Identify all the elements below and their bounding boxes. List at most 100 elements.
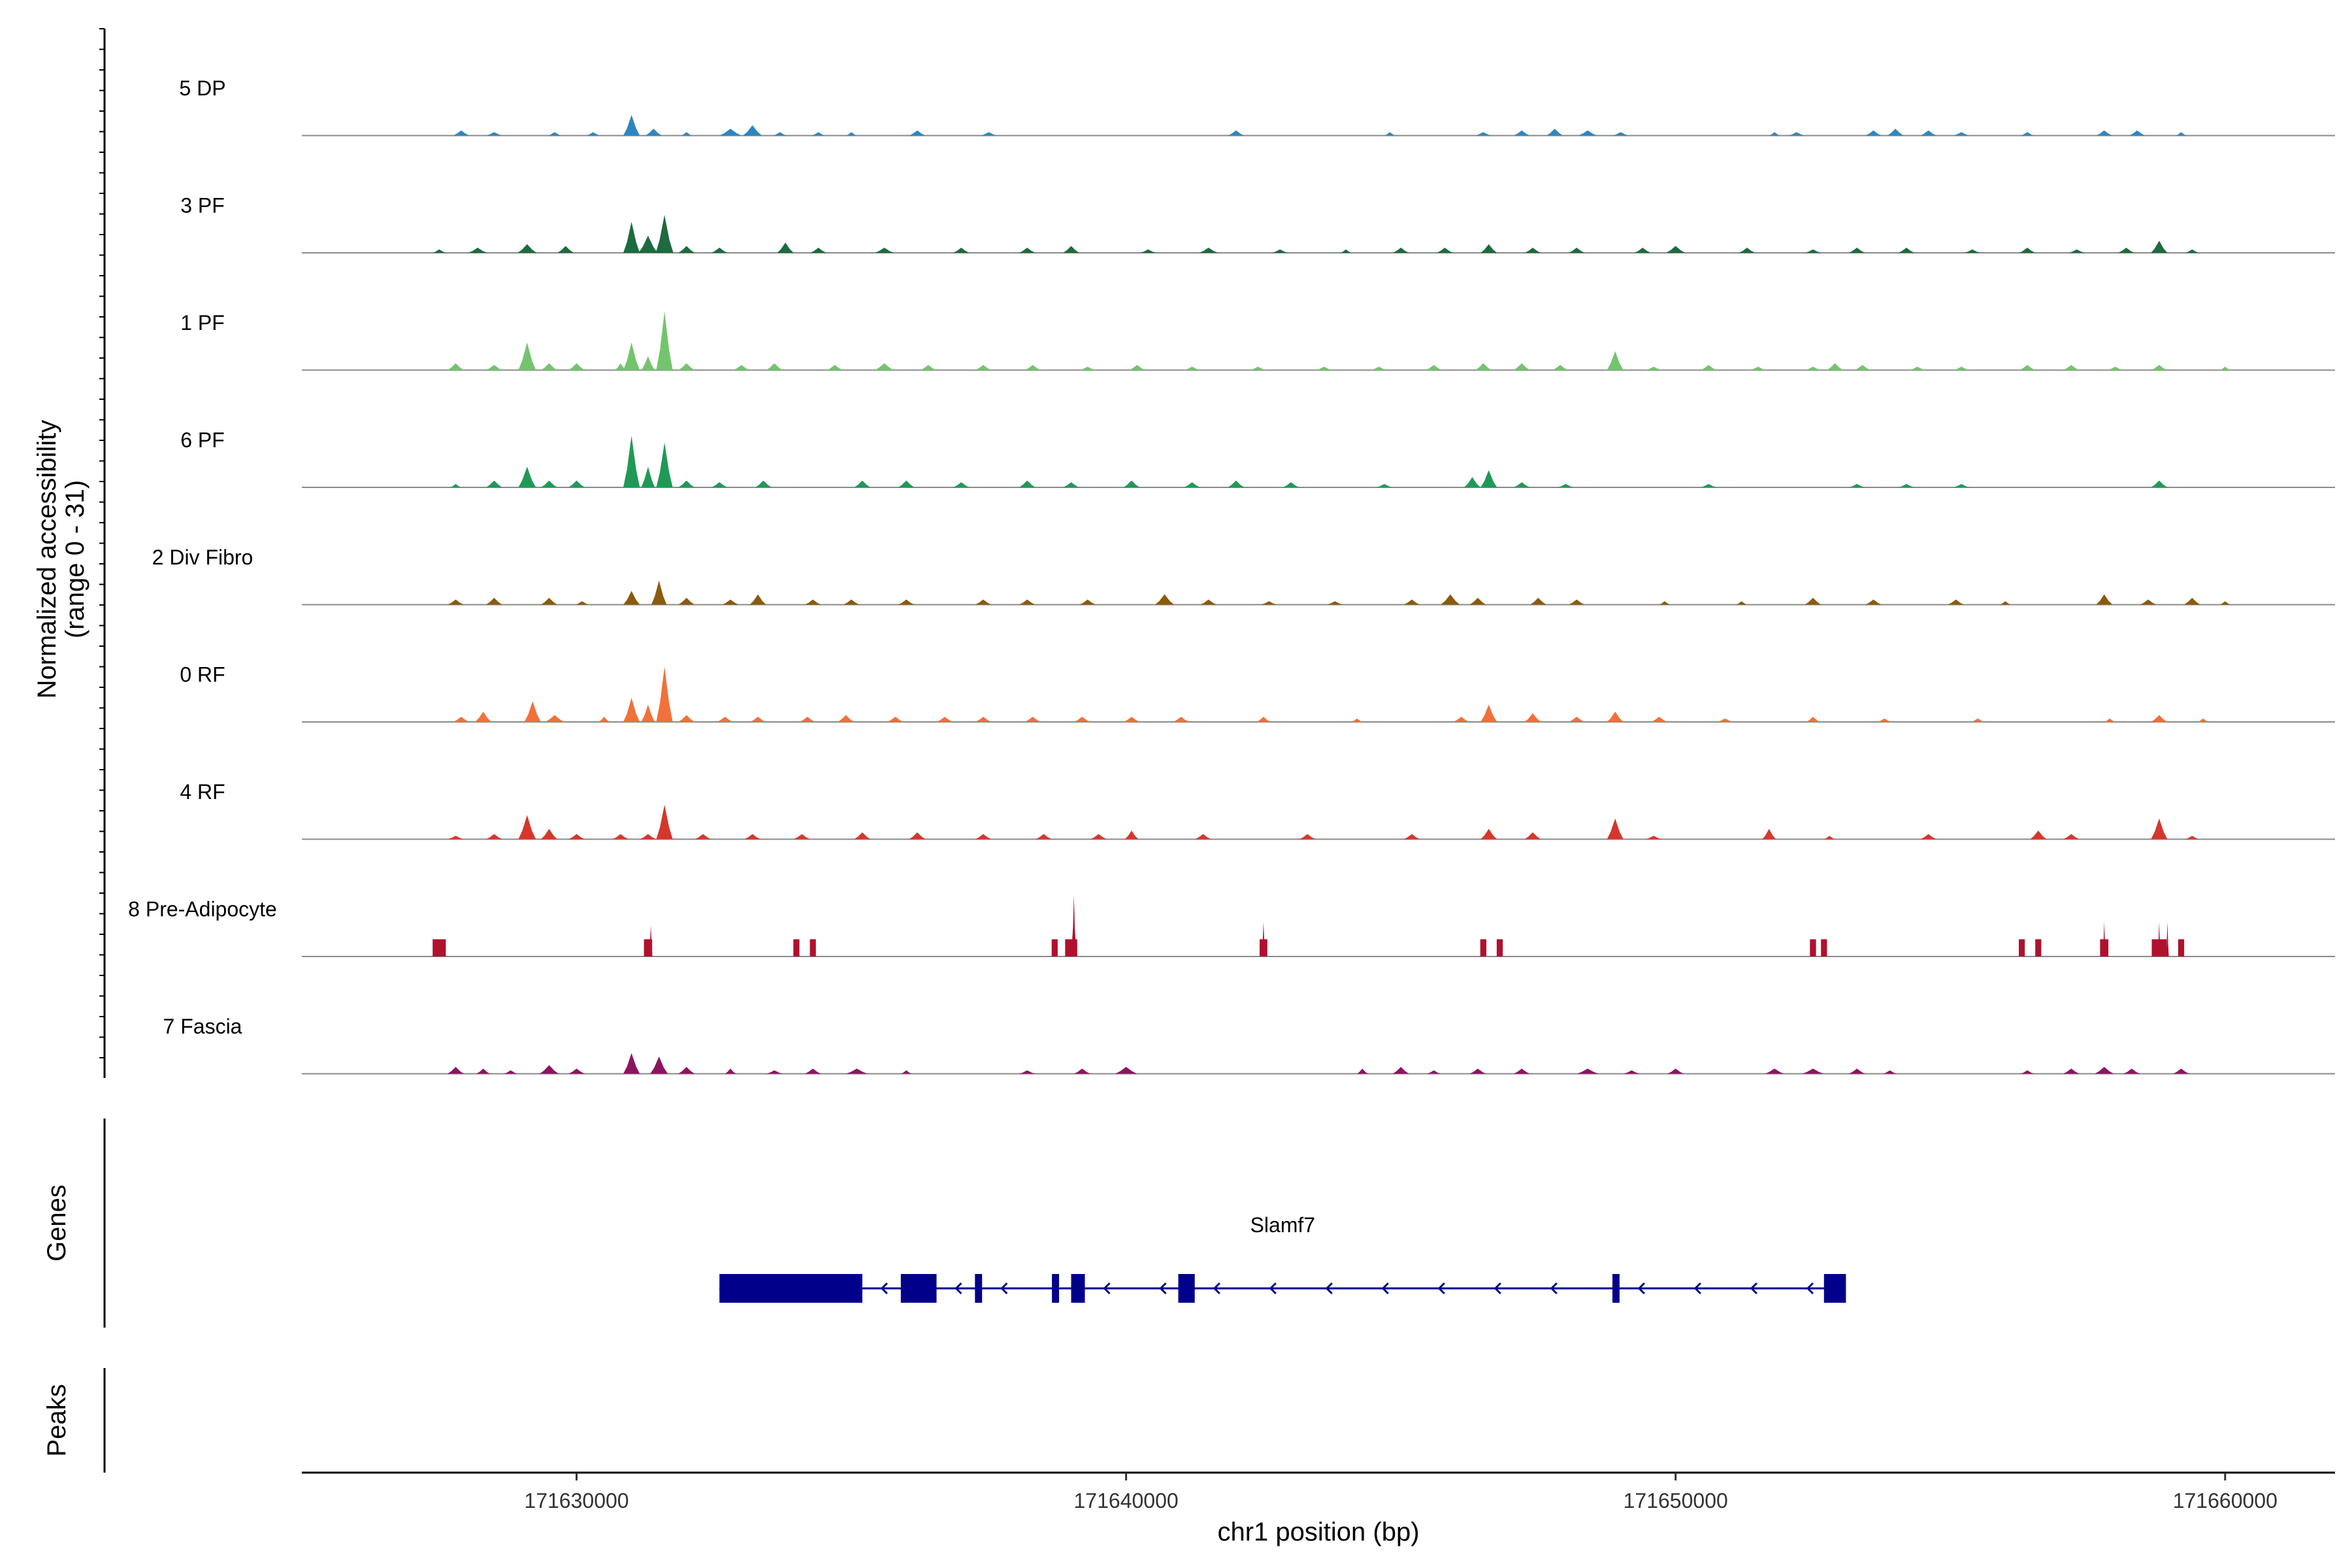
coverage-peak	[655, 215, 674, 253]
coverage-peak	[1848, 483, 1865, 487]
coverage-peak	[1827, 363, 1844, 370]
coverage-peak	[1480, 704, 1497, 722]
coverage-peak	[2151, 818, 2168, 840]
coverage-peak	[504, 1070, 518, 1074]
coverage-peak	[656, 311, 673, 370]
coverage-peak	[1666, 246, 1686, 253]
coverage-peak	[1194, 834, 1211, 840]
coverage-peak	[1427, 1070, 1441, 1074]
coverage-peak	[874, 248, 894, 253]
coverage-peak	[920, 365, 937, 370]
coverage-peak	[485, 132, 502, 136]
coverage-peak	[623, 435, 640, 487]
coverage-peak	[1463, 477, 1481, 487]
coverage-peak	[518, 466, 536, 487]
coverage-peak	[447, 1067, 465, 1074]
track-8-pre-adipocyte: 8 Pre-Adipocyte	[128, 894, 2335, 957]
strand-arrow	[1637, 1282, 1645, 1295]
coverage-peak	[810, 248, 827, 253]
coverage-peak	[2063, 1068, 2080, 1074]
coverage-peak	[1529, 598, 1546, 605]
coverage-peak	[1199, 248, 1218, 253]
coverage-peak	[1513, 363, 1530, 370]
coverage-peak	[1351, 718, 1363, 722]
coverage-peak	[432, 249, 446, 253]
coverage-peak	[743, 125, 762, 136]
gene-exon	[975, 1274, 983, 1303]
coverage-peak	[649, 925, 653, 956]
coverage-peak	[681, 132, 693, 136]
coverage-peak	[1762, 828, 1776, 840]
coverage-peak	[1883, 1070, 1897, 1074]
coverage-peak	[1739, 248, 1756, 253]
coverage-peak	[722, 599, 739, 605]
coverage-peak	[1524, 248, 1541, 253]
coverage-peak	[1436, 248, 1454, 253]
strand-arrow	[1550, 1282, 1558, 1295]
coverage-peak	[1953, 483, 1970, 487]
coverage-peak	[2030, 830, 2047, 840]
x-axis-tick-label: 171640000	[1074, 1489, 1179, 1512]
coverage-peak	[623, 221, 640, 253]
coverage-peak	[433, 939, 446, 956]
coverage-peak	[845, 1068, 868, 1074]
coverage-peak	[641, 356, 655, 370]
coverage-peak	[1810, 939, 1816, 956]
coverage-peak	[586, 132, 600, 136]
coverage-peak	[909, 832, 926, 840]
coverage-peak	[1469, 1068, 1486, 1074]
coverage-peak	[804, 599, 821, 605]
strand-arrow	[1103, 1282, 1111, 1295]
x-axis-tick-label: 171650000	[1624, 1489, 1728, 1512]
coverage-peak	[678, 598, 695, 605]
coverage-peak	[656, 804, 673, 840]
coverage-peak	[2095, 1067, 2114, 1074]
coverage-peak	[568, 480, 585, 487]
coverage-peak	[953, 248, 970, 253]
coverage-peak	[645, 129, 662, 136]
coverage-peak	[1999, 601, 2011, 605]
track-0-rf: 0 RF	[180, 663, 2335, 723]
x-axis-tick-label: 171660000	[2173, 1489, 2278, 1512]
coverage-peak	[1805, 249, 1821, 253]
coverage-peak	[1124, 830, 1139, 840]
gene-model: Slamf7	[719, 1213, 1846, 1303]
coverage-peak	[1576, 1068, 1599, 1074]
coverage-peak	[843, 599, 860, 605]
x-axis-title: chr1 position (bp)	[1217, 1518, 1419, 1546]
coverage-peak	[854, 832, 871, 840]
coverage-peak	[1426, 365, 1443, 370]
track-label: 7 Fascia	[163, 1015, 242, 1038]
coverage-peak	[1524, 832, 1541, 840]
coverage-peak	[539, 1065, 559, 1074]
coverage-peak	[1806, 717, 1820, 722]
coverage-peak	[749, 594, 766, 605]
coverage-peak	[975, 599, 992, 605]
coverage-peak	[1475, 363, 1492, 370]
coverage-peak	[1480, 939, 1486, 956]
coverage-peak	[2019, 248, 2036, 253]
coverage-peak	[1475, 132, 1492, 136]
coverage-peak	[447, 836, 465, 840]
coverage-peak	[485, 834, 502, 840]
coverage-peak	[1802, 1068, 1824, 1074]
coverage-peak	[898, 599, 915, 605]
track-label: 1 PF	[180, 311, 225, 335]
coverage-peak	[793, 939, 800, 956]
coverage-peak	[1920, 834, 1937, 840]
coverage-peak	[547, 132, 562, 136]
coverage-peak	[694, 834, 711, 840]
strand-arrow	[1000, 1282, 1008, 1295]
coverage-peak	[1154, 594, 1175, 605]
track-2-div-fibro: 2 Div Fibro	[152, 546, 2335, 606]
coverage-peak	[766, 363, 783, 370]
coverage-peak	[1546, 129, 1563, 136]
coverage-peak	[1019, 1070, 1036, 1074]
strand-arrow	[955, 1282, 962, 1295]
coverage-peak	[2140, 599, 2157, 605]
coverage-peak	[650, 1056, 668, 1074]
coverage-peak	[1469, 598, 1486, 605]
coverage-peak	[678, 246, 695, 253]
coverage-peak	[1623, 1070, 1640, 1074]
